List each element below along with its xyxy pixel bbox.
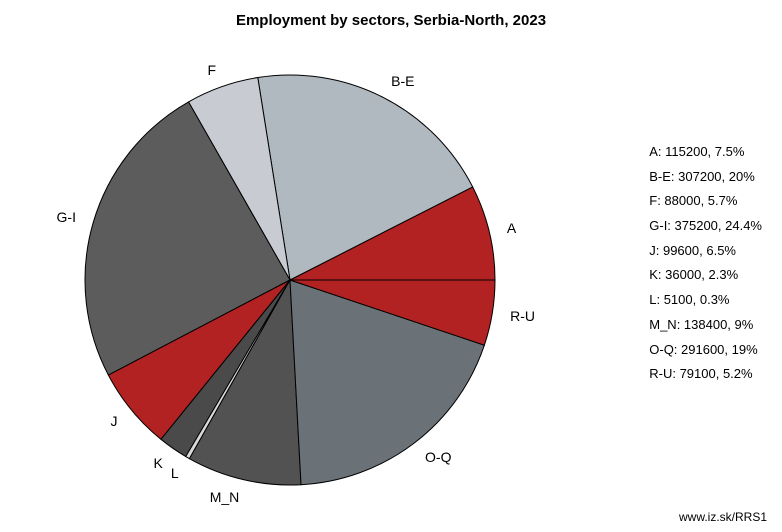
chart-title: Employment by sectors, Serbia-North, 202… bbox=[236, 12, 546, 29]
legend-item: B-E: 307200, 20% bbox=[649, 165, 762, 190]
slice-label-o-q: O-Q bbox=[425, 449, 451, 465]
legend-item: F: 88000, 5.7% bbox=[649, 189, 762, 214]
legend-item: A: 115200, 7.5% bbox=[649, 140, 762, 165]
slice-label-l: L bbox=[171, 465, 179, 481]
legend-item: G-I: 375200, 24.4% bbox=[649, 214, 762, 239]
legend-item: M_N: 138400, 9% bbox=[649, 313, 762, 338]
slice-label-j: J bbox=[110, 413, 117, 429]
slice-label-r-u: R-U bbox=[510, 308, 535, 324]
legend-item: L: 5100, 0.3% bbox=[649, 288, 762, 313]
slice-label-b-e: B-E bbox=[391, 73, 414, 89]
legend-item: J: 99600, 6.5% bbox=[649, 239, 762, 264]
pie-chart-svg bbox=[70, 60, 510, 500]
slice-label-k: K bbox=[153, 455, 162, 471]
slice-label-f: F bbox=[208, 62, 217, 78]
slice-label-g-i: G-I bbox=[57, 209, 76, 225]
footer-link: www.iz.sk/RRS1 bbox=[679, 510, 767, 524]
chart-legend: A: 115200, 7.5% B-E: 307200, 20% F: 8800… bbox=[649, 140, 762, 387]
slice-label-a: A bbox=[507, 220, 516, 236]
pie-chart-container: AB-EFG-IJKLM_NO-QR-U bbox=[70, 60, 510, 500]
legend-item: K: 36000, 2.3% bbox=[649, 263, 762, 288]
legend-item: O-Q: 291600, 19% bbox=[649, 338, 762, 363]
legend-item: R-U: 79100, 5.2% bbox=[649, 362, 762, 387]
slice-label-m-n: M_N bbox=[210, 489, 240, 505]
